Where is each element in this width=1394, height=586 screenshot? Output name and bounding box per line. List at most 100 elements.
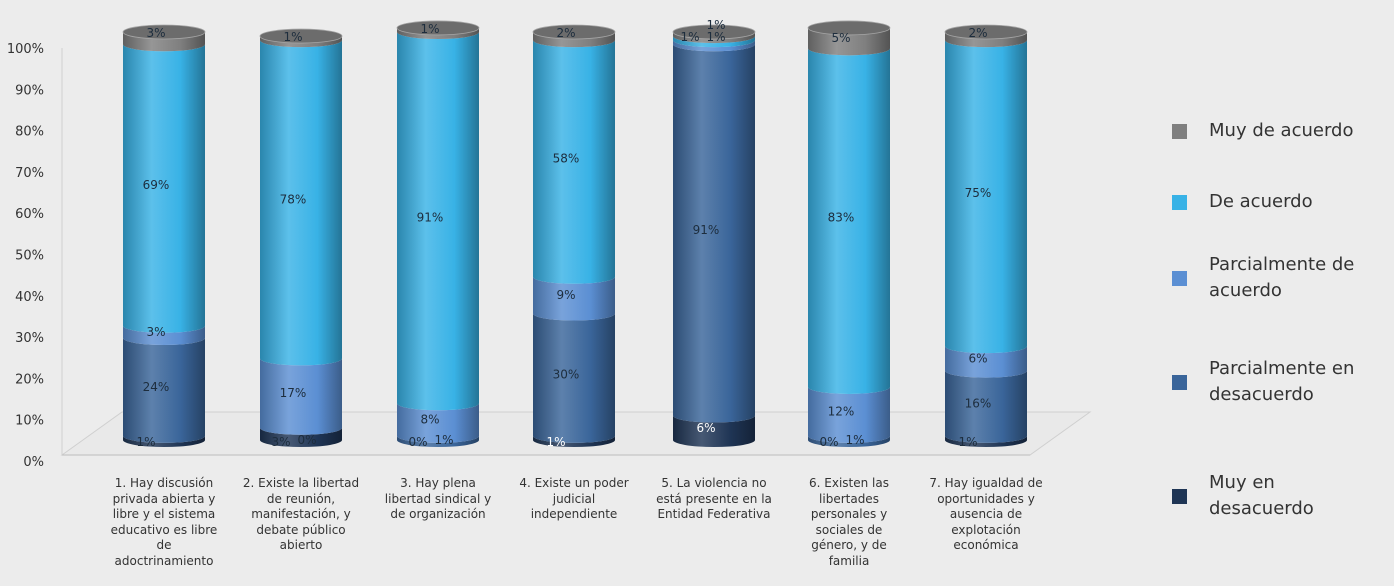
data-label: 1% — [706, 18, 725, 32]
data-label: 1% — [420, 22, 439, 36]
bar-segment — [945, 346, 1027, 378]
bar-segment — [123, 435, 205, 447]
bar-segment — [673, 40, 755, 52]
x-category-label-line: 7. Hay igualdad de — [929, 476, 1043, 490]
y-tick-label: 90% — [15, 83, 44, 98]
bar-segment — [945, 40, 1027, 354]
x-category-label-line: de reunión, — [266, 491, 336, 506]
bar-segment — [260, 36, 342, 48]
x-category-label-line: libre y el sistema — [112, 507, 216, 521]
bar-segment — [123, 44, 205, 333]
x-category-label-line: Entidad Federativa — [657, 507, 771, 521]
legend-item: De acuerdo — [1172, 189, 1379, 215]
legend-item: Parcialmente de acuerdo — [1172, 252, 1379, 304]
data-label: 1% — [845, 433, 864, 447]
legend-swatch — [1172, 270, 1187, 286]
x-category-label-line: económica — [953, 538, 1019, 552]
data-label: 12% — [828, 404, 855, 418]
data-label: 17% — [280, 386, 307, 400]
bar-segment — [533, 32, 615, 48]
bar-top-cap — [944, 24, 1028, 40]
data-label: 58% — [553, 151, 580, 165]
x-category-label: 7. Hay igualdad de oportunidades y ausenci… — [918, 476, 1054, 554]
bar-top-cap — [672, 24, 756, 40]
y-tick-label: 20% — [15, 372, 44, 387]
bar-segment — [945, 32, 1027, 48]
legend-item: Muy en desacuerdo — [1172, 470, 1379, 522]
x-category-label-line: educativo es libre — [110, 522, 218, 537]
bar-segment — [945, 370, 1027, 443]
x-category-label-line: está presente en la — [656, 491, 772, 506]
data-label: 3% — [271, 435, 290, 449]
data-label: 0% — [819, 435, 838, 449]
data-label: 3% — [146, 325, 165, 339]
legend-label: Muy de acuerdo — [1209, 120, 1354, 141]
bar-top-cap — [122, 24, 206, 40]
data-label: 5% — [831, 31, 850, 45]
y-tick-label: 0% — [23, 455, 44, 470]
legend: Muy de acuerdo De acuerdo Parcialmente de … — [1172, 0, 1394, 586]
y-tick-label: 10% — [15, 414, 44, 429]
data-label: 91% — [693, 223, 720, 237]
bar-segment — [673, 44, 755, 423]
legend-label: Parcialmente en desacuerdo — [1209, 358, 1355, 405]
bar-stack: 1% 16% 6% 75% 2% — [944, 24, 1028, 449]
bar-segment — [123, 338, 205, 443]
data-label: 3% — [146, 26, 165, 40]
bar-segment — [808, 435, 890, 447]
x-category-label-line: 5. La violencia no — [661, 476, 767, 490]
bar-top-cap — [532, 24, 616, 40]
data-label: 6% — [696, 421, 715, 435]
x-category-label-line: privada abierta y — [112, 491, 216, 506]
y-tick-label: 60% — [15, 207, 44, 222]
legend-swatch — [1172, 488, 1187, 504]
bar-segment — [808, 27, 890, 56]
x-category-label-line: 1. Hay discusión — [114, 476, 214, 490]
y-tick-label: 100% — [7, 42, 44, 57]
bar-stack: 6%91%1% 1%1% — [672, 18, 756, 447]
bar-top-cap — [807, 20, 891, 36]
x-category-label-line: 2. Existe la libertad — [242, 476, 360, 490]
data-label: 6% — [968, 351, 987, 365]
y-tick-label: 50% — [15, 249, 44, 264]
bar-segment — [673, 32, 755, 44]
bar-segment — [260, 358, 342, 435]
bar-segment — [673, 36, 755, 48]
data-label: 1% — [136, 435, 155, 449]
bar-stack: 0% 1% 12% 83% 5% — [807, 20, 891, 449]
x-category-label-line: adoctrinamiento — [114, 553, 214, 568]
bar-segment — [533, 435, 615, 447]
data-label: 0% — [297, 433, 316, 447]
x-category-label: 5. La violencia no está presente en la Ent… — [646, 476, 782, 523]
bar-segment — [533, 40, 615, 284]
y-tick-label: 40% — [15, 290, 44, 305]
data-label: 69% — [143, 178, 170, 192]
data-label: 1% — [434, 433, 453, 447]
x-category-label: 2. Existe la libertad de reunión, manifest… — [233, 476, 369, 554]
y-tick-label: 70% — [15, 166, 44, 181]
bar-segment — [397, 27, 479, 39]
legend-label: Parcialmente de acuerdo — [1209, 254, 1355, 301]
x-category-label-line: ausencia de — [949, 507, 1023, 521]
x-category-label-line: 6. Existen las — [809, 476, 889, 490]
bar-stack: 1% 30% 9% 58% 2% — [532, 24, 616, 449]
data-label: 78% — [280, 192, 307, 206]
x-category-label-line: debate público — [256, 522, 346, 537]
x-category-label-line: independiente — [530, 507, 618, 521]
x-category-label: 6. Existen las libertades personales y soci… — [781, 476, 917, 569]
data-label: 75% — [965, 186, 992, 200]
legend-label: Muy en desacuerdo — [1209, 472, 1314, 519]
bar-segment — [945, 435, 1027, 447]
x-category-label-line: manifestación, y — [251, 507, 351, 521]
legend-swatch — [1172, 374, 1187, 390]
bar-segment — [260, 40, 342, 366]
legend-swatch — [1172, 194, 1187, 210]
data-label: 16% — [965, 396, 992, 410]
y-tick-label: 80% — [15, 125, 44, 140]
x-category-label-line: libertades — [819, 491, 879, 506]
x-category-label-line: de — [156, 538, 172, 552]
legend-item: Muy de acuerdo — [1172, 118, 1379, 144]
data-label: 1% — [706, 30, 725, 44]
data-label: 2% — [968, 26, 987, 40]
y-axis: 0% 10% 20% 30% 40% 50% 60% 70% 80% 90% 100% — [7, 42, 44, 470]
